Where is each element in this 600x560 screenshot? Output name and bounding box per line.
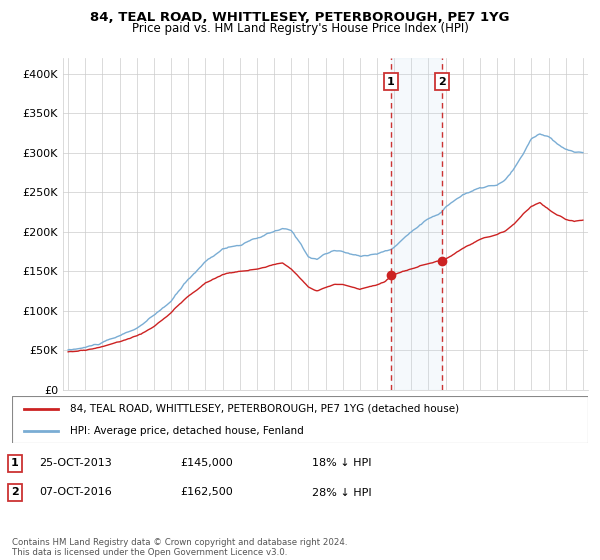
Text: Price paid vs. HM Land Registry's House Price Index (HPI): Price paid vs. HM Land Registry's House … <box>131 22 469 35</box>
Text: 25-OCT-2013: 25-OCT-2013 <box>39 458 112 468</box>
Text: 18% ↓ HPI: 18% ↓ HPI <box>312 458 371 468</box>
Text: 28% ↓ HPI: 28% ↓ HPI <box>312 487 371 497</box>
FancyBboxPatch shape <box>12 395 588 443</box>
Text: 2: 2 <box>11 487 19 497</box>
Text: HPI: Average price, detached house, Fenland: HPI: Average price, detached house, Fenl… <box>70 426 304 436</box>
Text: £162,500: £162,500 <box>180 487 233 497</box>
Text: 2: 2 <box>438 77 446 87</box>
Text: Contains HM Land Registry data © Crown copyright and database right 2024.
This d: Contains HM Land Registry data © Crown c… <box>12 538 347 557</box>
Text: 84, TEAL ROAD, WHITTLESEY, PETERBOROUGH, PE7 1YG (detached house): 84, TEAL ROAD, WHITTLESEY, PETERBOROUGH,… <box>70 404 459 414</box>
Text: 1: 1 <box>387 77 395 87</box>
Bar <box>391 58 442 390</box>
Text: 1: 1 <box>11 458 19 468</box>
Text: 07-OCT-2016: 07-OCT-2016 <box>39 487 112 497</box>
Text: £145,000: £145,000 <box>180 458 233 468</box>
Text: 84, TEAL ROAD, WHITTLESEY, PETERBOROUGH, PE7 1YG: 84, TEAL ROAD, WHITTLESEY, PETERBOROUGH,… <box>90 11 510 24</box>
